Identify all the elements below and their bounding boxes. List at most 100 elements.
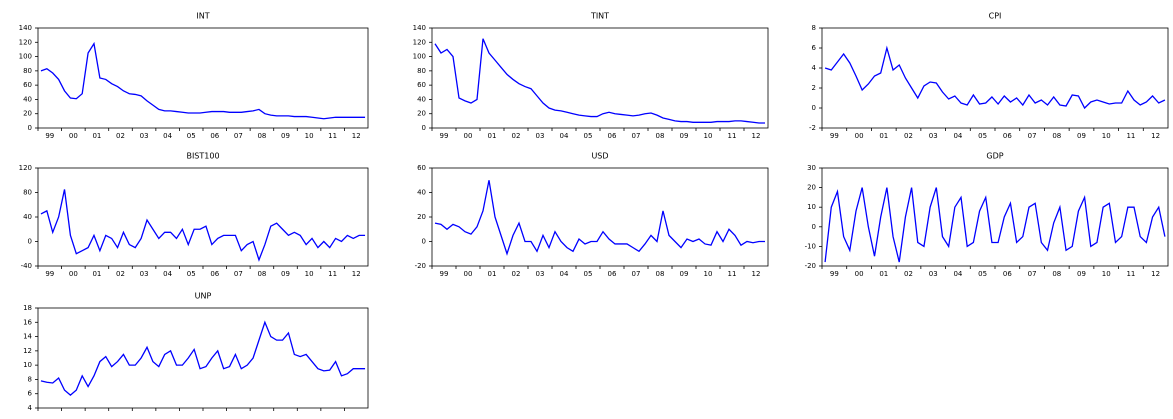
x-tick-label: 10 [1102,270,1111,278]
x-tick-label: 05 [978,132,987,140]
y-tick-label: 120 [19,164,32,172]
x-tick-label: 05 [187,132,196,140]
x-tick-label: 11 [728,270,737,278]
data-line [40,189,366,262]
y-tick-label: -10 [805,242,816,250]
x-tick-label: 00 [464,270,473,278]
x-tick-label: 05 [584,132,593,140]
x-tick-label: 12 [1151,132,1160,140]
x-tick-label: 05 [187,270,196,278]
x-tick-label: 08 [257,270,266,278]
x-tick-label: 99 [440,270,449,278]
x-tick-label: 07 [234,132,243,140]
x-tick-label: 06 [210,132,219,140]
chart-title: BIST100 [186,152,219,161]
x-tick-label: 10 [704,132,713,140]
x-tick-label: 10 [704,270,713,278]
x-tick-label: 11 [1126,132,1135,140]
x-tick-label: 06 [608,270,617,278]
x-tick-label: 01 [92,132,101,140]
x-tick-label: 12 [352,132,361,140]
x-tick-label: 06 [1003,270,1012,278]
x-tick-label: 02 [512,132,521,140]
x-tick-label: 09 [680,270,689,278]
y-tick-label: 4 [28,404,33,412]
x-tick-label: 03 [536,270,545,278]
y-tick-label: 6 [812,44,817,52]
data-line [40,320,366,396]
y-tick-label: 120 [413,38,426,46]
y-tick-label: 40 [417,189,426,197]
x-tick-label: 06 [210,270,219,278]
x-tick-label: 12 [352,270,361,278]
y-tick-label: 60 [417,164,426,172]
x-tick-label: 01 [92,270,101,278]
chart-title: USD [591,152,608,161]
y-tick-label: 20 [23,110,32,118]
chart-title: UNP [195,292,212,301]
y-tick-label: -20 [805,262,816,270]
x-tick-label: 99 [830,270,839,278]
x-tick-label: 12 [1151,270,1160,278]
x-tick-label: 12 [752,132,761,140]
x-tick-label: 07 [632,270,641,278]
x-tick-label: 01 [488,132,497,140]
x-tick-label: 04 [953,132,962,140]
y-tick-label: 14 [23,333,32,341]
x-tick-label: 99 [830,132,839,140]
y-tick-label: 120 [19,38,32,46]
y-tick-label: 30 [807,164,816,172]
x-tick-label: 00 [464,132,473,140]
data-line [824,187,1166,263]
y-tick-label: 4 [812,64,817,72]
y-tick-label: 0 [422,238,426,246]
x-tick-label: 00 [855,132,864,140]
x-tick-label: 08 [656,132,665,140]
x-tick-label: 99 [440,132,449,140]
x-tick-label: 08 [656,270,665,278]
x-tick-label: 08 [1052,132,1061,140]
x-tick-label: 04 [953,270,962,278]
y-tick-label: 0 [422,124,426,132]
x-tick-label: 05 [978,270,987,278]
y-tick-label: 60 [23,81,32,89]
x-tick-label: 99 [45,132,54,140]
plot-frame [37,167,369,267]
x-tick-label: 04 [163,270,172,278]
y-tick-label: 60 [417,81,426,89]
x-tick-label: 07 [632,132,641,140]
y-tick-label: 20 [417,110,426,118]
x-tick-label: 07 [1028,132,1037,140]
x-tick-label: 05 [584,270,593,278]
x-tick-label: 02 [116,132,125,140]
x-tick-label: 04 [560,132,569,140]
chart-title: GDP [986,152,1003,161]
x-tick-label: 07 [234,270,243,278]
x-tick-label: 11 [1126,270,1135,278]
x-tick-label: 00 [69,270,78,278]
x-tick-label: 10 [305,132,314,140]
x-tick-label: 01 [488,270,497,278]
x-tick-label: 03 [140,270,149,278]
x-tick-label: 06 [608,132,617,140]
x-tick-label: 00 [69,132,78,140]
y-tick-label: 0 [28,238,32,246]
y-tick-label: 12 [23,347,32,355]
x-tick-label: 03 [140,132,149,140]
chart-title: TINT [590,12,609,21]
x-tick-label: 03 [536,132,545,140]
x-tick-label: 09 [680,132,689,140]
x-tick-label: 09 [1077,132,1086,140]
chart-title: INT [196,12,209,21]
y-tick-label: 6 [28,390,33,398]
y-tick-label: 20 [807,184,816,192]
x-tick-label: 09 [281,132,290,140]
x-tick-label: 00 [855,270,864,278]
x-tick-label: 02 [116,270,125,278]
x-tick-label: 10 [1102,132,1111,140]
y-tick-label: 10 [807,203,816,211]
y-tick-label: 20 [417,213,426,221]
data-line [434,180,765,256]
x-tick-label: 99 [45,270,54,278]
